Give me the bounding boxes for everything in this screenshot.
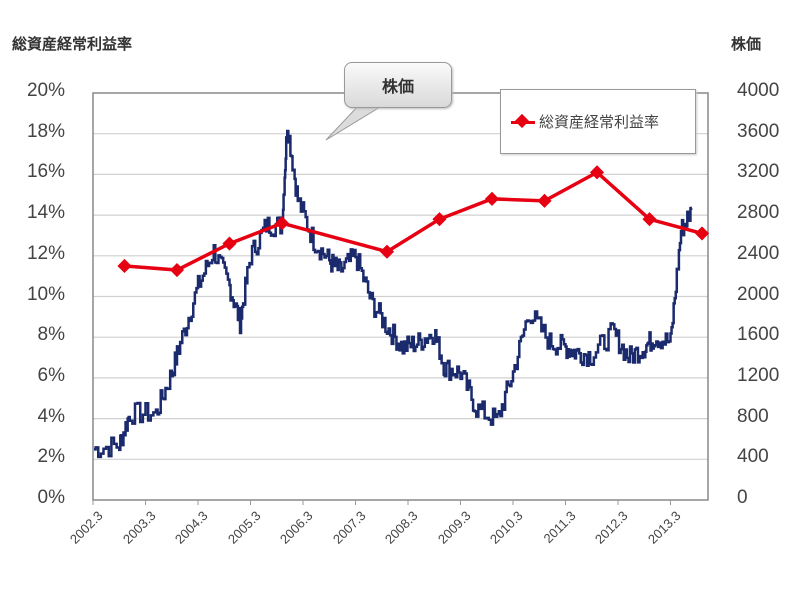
right-axis-title: 株価 (731, 35, 762, 53)
y-tick-label: 2% (37, 446, 65, 468)
y2-tick-label: 2000 (737, 283, 780, 305)
y-tick-label: 12% (26, 242, 65, 264)
y2-tick-label: 4000 (737, 80, 780, 101)
legend-label: 総資産経常利益率 (539, 113, 660, 131)
y-tick-label: 20% (26, 80, 65, 101)
y-tick-label: 4% (37, 405, 65, 427)
x-tick-marks (92, 500, 671, 505)
roa-data-point (222, 236, 237, 251)
y2-tick-label: 1200 (737, 364, 780, 386)
y-tick-label: 18% (26, 120, 65, 142)
y-tick-label: 16% (26, 161, 65, 183)
roa-data-point (694, 226, 710, 241)
roa-data-point (484, 191, 500, 206)
y2-tick-label: 800 (737, 405, 769, 427)
roa-data-point (432, 212, 447, 227)
left-axis-title: 総資産経常利益率 (12, 35, 133, 53)
y2-tick-label: 3200 (737, 161, 780, 183)
chart-legend: 総資産経常利益率 (500, 89, 696, 154)
roa-data-point (379, 244, 395, 259)
callout-text: 株価 (381, 77, 414, 96)
legend-diamond-icon (511, 116, 535, 128)
y-tick-label: 14% (26, 202, 65, 224)
roa-data-point (117, 258, 132, 274)
y-tick-label: 0% (37, 487, 65, 508)
roa-data-point (589, 165, 605, 180)
y2-tick-label: 0 (737, 487, 748, 508)
y-tick-label: 10% (26, 283, 65, 305)
gridlines (93, 133, 708, 460)
callout-pointer (325, 103, 387, 141)
y2-tick-label: 2400 (737, 242, 780, 264)
roa-data-point (537, 193, 552, 208)
y2-tick-label: 3600 (737, 120, 780, 142)
stock-price-line (94, 129, 693, 459)
stock-price-callout: 株価 (344, 62, 452, 108)
roa-markers (117, 165, 710, 278)
y2-tick-label: 2800 (737, 202, 780, 224)
y2-tick-label: 1600 (737, 324, 780, 346)
y-tick-label: 6% (37, 364, 65, 386)
roa-data-point (642, 212, 657, 227)
y-tick-label: 8% (37, 324, 65, 346)
roa-data-point (274, 216, 290, 231)
roa-data-point (169, 262, 185, 278)
y2-tick-label: 400 (737, 446, 769, 468)
